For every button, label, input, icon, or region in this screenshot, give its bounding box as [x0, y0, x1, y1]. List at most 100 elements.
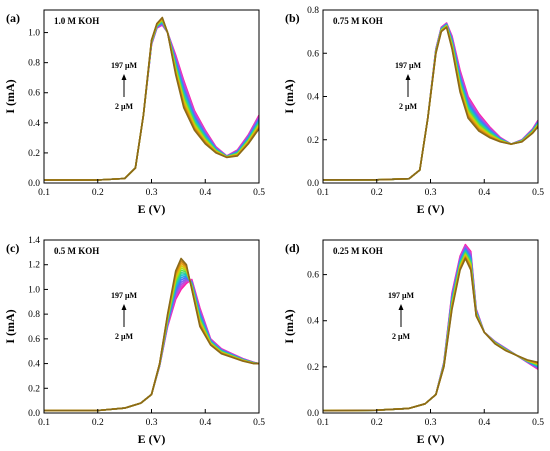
series-line — [44, 276, 259, 412]
panel-a: 0.1 0.2 0.3 0.4 0.5 0.0 0.2 0.4 0.6 0.8 1.0 E (V) I … — [3, 9, 265, 216]
x-tick-label: 0.4 — [199, 188, 211, 198]
y-tick-label: 1.4 — [28, 236, 40, 246]
x-tick-label: 0.2 — [92, 188, 104, 198]
y-axis-label: I (mA) — [3, 79, 17, 113]
y-tick-label: 0.2 — [28, 384, 40, 394]
y-tick-label: 0.2 — [28, 149, 40, 159]
series-line — [44, 260, 259, 412]
x-tick-label: 0.1 — [38, 418, 50, 428]
x-tick-label: 0.1 — [317, 188, 329, 198]
y-axis-label: I (mA) — [3, 309, 17, 343]
y-tick-label: 0.6 — [307, 49, 319, 59]
series-line — [44, 278, 259, 412]
x-tick-label: 0.2 — [371, 418, 383, 428]
conc-arrow-head — [398, 304, 404, 310]
conc-high-label: 197 μM — [111, 61, 138, 70]
condition-label: 0.75 M KOH — [333, 16, 383, 26]
conc-high-label: 197 μM — [388, 291, 415, 300]
conc-arrow-head — [121, 74, 127, 80]
series-line — [323, 254, 538, 412]
series-line — [44, 264, 259, 412]
x-tick-label: 0.2 — [371, 188, 383, 198]
x-axis-label: E (V) — [138, 202, 166, 216]
x-tick-label: 0.4 — [199, 418, 211, 428]
series-line — [44, 257, 259, 412]
conc-high-label: 197 μM — [395, 61, 422, 70]
y-tick-label: 1.0 — [28, 29, 40, 39]
x-axis-label: E (V) — [417, 432, 445, 446]
x-tick-label: 0.3 — [425, 188, 437, 198]
series-line — [44, 275, 259, 412]
y-tick-label: 0.6 — [28, 89, 40, 99]
condition-label: 0.5 M KOH — [54, 246, 99, 256]
series-line — [323, 252, 538, 412]
curves — [44, 16, 259, 181]
series-line — [44, 278, 259, 412]
series-line — [323, 25, 538, 181]
series-line — [44, 267, 259, 412]
panel-b: 0.1 0.2 0.3 0.4 0.5 0.0 0.2 0.4 0.6 0.8 E (V) I (mA… — [282, 6, 544, 216]
x-tick-label: 0.4 — [478, 188, 490, 198]
curves — [323, 243, 538, 412]
series-line — [323, 250, 538, 412]
x-tick-label: 0.5 — [253, 418, 265, 428]
panel-d: 0.1 0.2 0.3 0.4 0.5 0.0 0.2 0.4 0.6 E (V) I (mA) (d… — [282, 239, 544, 446]
series-line — [44, 269, 259, 412]
y-tick-label: 0.8 — [28, 310, 40, 320]
x-tick-label: 0.5 — [532, 188, 544, 198]
panel-label: (c) — [6, 241, 19, 255]
conc-low-label: 2 μM — [392, 332, 411, 341]
panel-label: (d) — [285, 241, 300, 255]
panel-label: (a) — [6, 11, 20, 25]
x-tick-label: 0.5 — [532, 418, 544, 428]
series-line — [323, 243, 538, 412]
x-tick-label: 0.4 — [478, 418, 490, 428]
series-line — [323, 245, 538, 412]
series-line — [44, 279, 259, 412]
y-axis-label: I (mA) — [282, 79, 296, 113]
series-line — [44, 279, 259, 412]
series-line — [323, 249, 538, 412]
series-line — [323, 251, 538, 412]
y-tick-label: 0.4 — [307, 93, 319, 103]
x-tick-label: 0.5 — [253, 188, 265, 198]
y-tick-label: 0.6 — [307, 271, 319, 281]
series-line — [323, 253, 538, 412]
y-tick-label: 0.4 — [28, 360, 40, 370]
series-line — [44, 273, 259, 412]
y-tick-label: 0.6 — [28, 335, 40, 345]
x-tick-label: 0.1 — [317, 418, 329, 428]
curves — [44, 257, 259, 412]
series-line — [323, 248, 538, 412]
y-tick-label: 0.0 — [28, 179, 40, 189]
series-line — [323, 25, 538, 181]
x-tick-label: 0.3 — [146, 188, 158, 198]
series-line — [323, 26, 538, 181]
x-tick-label: 0.1 — [38, 188, 50, 198]
y-tick-label: 0.2 — [307, 136, 319, 146]
panel-label: (b) — [285, 11, 300, 25]
y-tick-label: 0.8 — [28, 59, 40, 69]
curves — [323, 22, 538, 181]
conc-arrow-head — [121, 304, 127, 310]
y-tick-label: 0.8 — [307, 6, 319, 16]
condition-label: 1.0 M KOH — [54, 16, 99, 26]
conc-low-label: 2 μM — [115, 102, 134, 111]
x-axis-label: E (V) — [138, 432, 166, 446]
y-tick-label: 1.2 — [28, 261, 40, 271]
x-tick-label: 0.3 — [146, 418, 158, 428]
series-line — [323, 256, 538, 412]
panel-c: 0.1 0.2 0.3 0.4 0.5 0.0 0.2 0.4 0.6 0.8 1.0 1.2 1.4 E… — [3, 236, 265, 446]
plot-frame — [43, 239, 260, 414]
series-line — [44, 262, 259, 412]
series-line — [323, 255, 538, 412]
y-tick-label: 1.0 — [28, 285, 40, 295]
y-tick-label: 0.0 — [28, 409, 40, 419]
y-tick-label: 0.0 — [307, 179, 319, 189]
y-axis-label: I (mA) — [282, 309, 296, 343]
series-line — [44, 272, 259, 412]
y-tick-label: 0.4 — [307, 317, 319, 327]
x-tick-label: 0.2 — [92, 418, 104, 428]
conc-high-label: 197 μM — [111, 291, 138, 300]
